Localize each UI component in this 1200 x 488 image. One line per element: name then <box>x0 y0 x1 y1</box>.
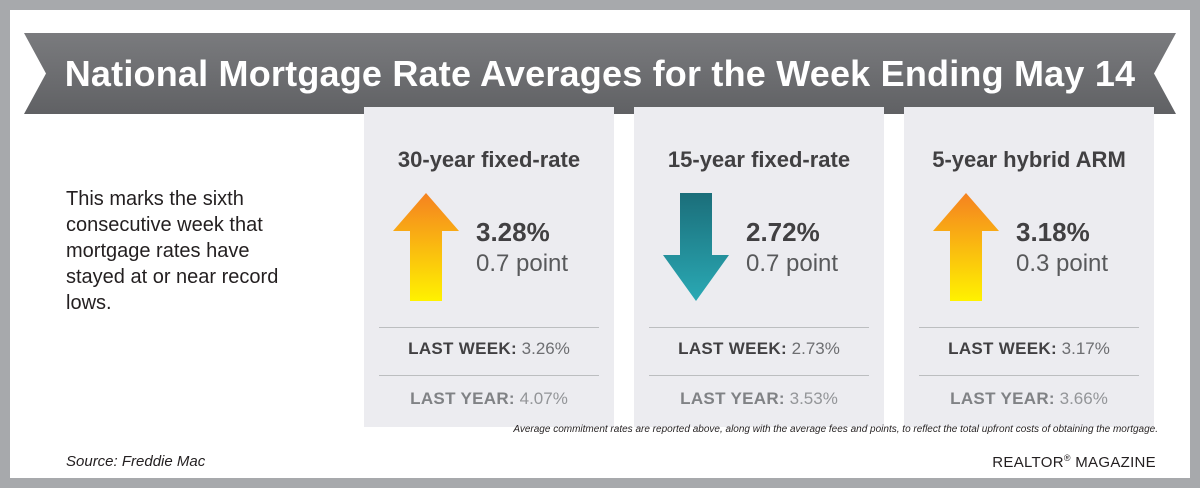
footnote: Average commitment rates are reported ab… <box>513 424 1158 435</box>
loan-type-label: 5-year hybrid ARM <box>932 147 1126 172</box>
last-week-value: 3.26% <box>521 339 570 358</box>
divider <box>919 327 1139 328</box>
brand-name: REALTOR <box>992 454 1064 471</box>
last-week-value: 2.73% <box>791 339 840 358</box>
last-year-value: 4.07% <box>519 389 568 408</box>
last-year-stat: LAST YEAR: 4.07% <box>364 389 614 409</box>
rate-value: 3.28% <box>476 217 550 247</box>
rate-panel: 30-year fixed-rate 3.28% 0.7 point LAST WEE… <box>364 107 614 427</box>
infographic-frame: National Mortgage Rate Averages for the … <box>10 10 1190 478</box>
up-arrow-icon <box>393 193 459 301</box>
last-week-stat: LAST WEEK: 3.17% <box>904 339 1154 359</box>
fees-points-value: 0.7 point <box>746 250 839 277</box>
last-year-stat: LAST YEAR: 3.66% <box>904 389 1154 409</box>
rate-value: 2.72% <box>746 217 820 247</box>
last-year-stat: LAST YEAR: 3.53% <box>634 389 884 409</box>
last-week-stat: LAST WEEK: 2.73% <box>634 339 884 359</box>
loan-type-label: 15-year fixed-rate <box>667 147 851 172</box>
divider <box>379 375 599 376</box>
loan-type-label: 30-year fixed-rate <box>397 147 581 172</box>
summary-note: This marks the sixth consecutive week th… <box>66 188 279 314</box>
fees-points-value: 0.3 point <box>1016 250 1109 277</box>
divider <box>649 327 869 328</box>
last-week-label: LAST WEEK: <box>408 339 517 358</box>
rate-value: 3.18% <box>1016 217 1090 247</box>
divider <box>649 375 869 376</box>
brand-logo: REALTOR® MAGAZINE <box>992 453 1156 471</box>
rate-panel: 15-year fixed-rate 2.72% 0.7 point LAST WEE… <box>634 107 884 427</box>
last-year-value: 3.66% <box>1059 389 1108 408</box>
last-week-stat: LAST WEEK: 3.26% <box>364 339 614 359</box>
last-week-value: 3.17% <box>1061 339 1110 358</box>
brand-suffix: MAGAZINE <box>1075 454 1156 471</box>
last-year-label: LAST YEAR: <box>950 389 1055 408</box>
divider <box>379 327 599 328</box>
last-year-value: 3.53% <box>789 389 838 408</box>
down-arrow-icon <box>663 193 729 301</box>
registered-mark: ® <box>1063 453 1071 463</box>
banner-ribbon <box>24 33 1176 114</box>
last-year-label: LAST YEAR: <box>410 389 515 408</box>
title-banner: National Mortgage Rate Averages for the … <box>24 33 1176 114</box>
divider <box>919 375 1139 376</box>
fees-points-value: 0.7 point <box>476 250 569 277</box>
rate-panel: 5-year hybrid ARM 3.18% 0.3 point LAST WEEK… <box>904 107 1154 427</box>
last-week-label: LAST WEEK: <box>948 339 1057 358</box>
last-week-label: LAST WEEK: <box>678 339 787 358</box>
source-credit: Source: Freddie Mac <box>66 453 206 470</box>
up-arrow-icon <box>933 193 999 301</box>
page-title: National Mortgage Rate Averages for the … <box>64 53 1136 94</box>
last-year-label: LAST YEAR: <box>680 389 785 408</box>
